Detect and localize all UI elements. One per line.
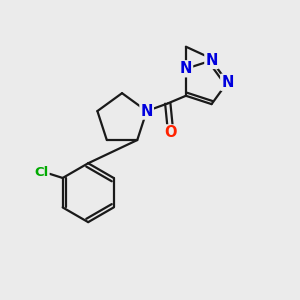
Text: N: N	[206, 53, 218, 68]
Text: N: N	[180, 61, 192, 76]
Text: N: N	[221, 75, 234, 90]
Text: O: O	[164, 125, 177, 140]
Text: Cl: Cl	[34, 166, 49, 179]
Text: N: N	[140, 103, 153, 118]
